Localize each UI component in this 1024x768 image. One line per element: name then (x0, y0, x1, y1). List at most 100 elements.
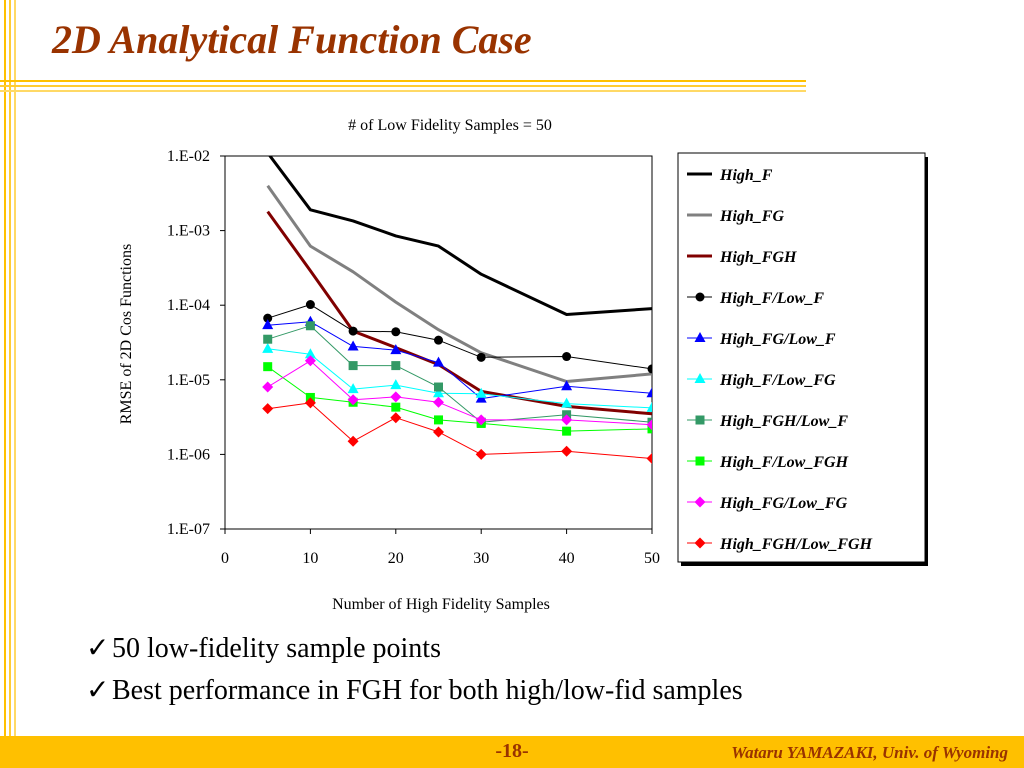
data-point (694, 332, 706, 342)
data-point (476, 352, 486, 362)
data-point (390, 344, 402, 355)
legend-label: High_FG (719, 208, 784, 225)
data-point (348, 361, 358, 371)
checkmark-icon: ✓ (86, 633, 110, 664)
data-point (390, 391, 402, 403)
data-point (305, 300, 315, 310)
legend-label: High_FG/Low_FG (719, 495, 848, 512)
data-point (561, 397, 573, 408)
series-line (267, 360, 652, 426)
data-point (434, 382, 443, 392)
data-point (562, 352, 572, 362)
data-point (391, 402, 401, 412)
data-point (262, 342, 274, 353)
data-point (434, 415, 443, 425)
legend-label: High_FGH (719, 249, 797, 266)
data-point (562, 426, 572, 436)
data-point (347, 340, 359, 351)
axes: 0 10 20 30 40 50 1.E-07 1.E-06 1.E-05 1.E-04 1.E-0… (167, 148, 660, 567)
data-point (305, 321, 315, 331)
legend-label: High_F/Low_FG (719, 372, 836, 389)
y-tick-label: 1.E-03 (167, 223, 210, 240)
legend-item: High_FG/Low_F (687, 331, 836, 348)
series-line (267, 348, 652, 409)
bullet-text: 50 low-fidelity sample points (112, 633, 441, 664)
data-point (646, 453, 652, 465)
rmse-chart: # of Low Fidelity Samples = 50 Number of… (118, 117, 928, 613)
data-point (304, 397, 316, 409)
data-point (304, 355, 316, 367)
data-point (433, 426, 444, 438)
legend-item: High_FG/Low_FG (687, 495, 848, 512)
series-line (267, 325, 652, 423)
series-high-fgh-low-fgh (262, 397, 652, 465)
x-tick-label: 50 (644, 550, 660, 567)
y-tick-label: 1.E-05 (167, 372, 210, 389)
data-point (304, 348, 316, 359)
bullet-item: ✓Best performance in FGH for both high/l… (86, 670, 743, 712)
legend-item: High_F/Low_FG (687, 372, 836, 389)
series-line (268, 156, 652, 316)
data-point (262, 403, 274, 415)
series-line (267, 321, 652, 400)
series-high-fg-low-fg (262, 355, 652, 431)
data-point (434, 335, 443, 345)
data-point (390, 379, 402, 390)
data-point (347, 394, 359, 406)
data-point (475, 414, 487, 426)
data-point (647, 364, 652, 374)
bullet-item: ✓50 low-fidelity sample points (86, 628, 743, 670)
x-tick-label: 10 (302, 550, 318, 567)
series-line (266, 184, 652, 383)
x-tick-label: 30 (473, 550, 489, 567)
data-point (391, 361, 401, 371)
data-point (433, 387, 444, 398)
data-point (433, 356, 444, 367)
legend-box (677, 152, 926, 563)
legend-label: High_F/Low_FGH (719, 454, 849, 471)
data-point (390, 412, 402, 424)
series-high-fg-low-f (262, 315, 652, 403)
x-tick-label: 0 (221, 550, 229, 567)
data-point (391, 327, 401, 337)
x-tick-label: 20 (388, 550, 404, 567)
legend-item: High_FG (687, 208, 784, 225)
legend-label: High_F (719, 167, 773, 184)
data-point (475, 387, 487, 398)
data-point (263, 334, 273, 344)
data-point (646, 387, 652, 398)
bullet-text: Best performance in FGH for both high/lo… (112, 675, 743, 706)
data-point (561, 380, 573, 391)
page-number: -18- (495, 740, 529, 762)
series-high-f-low-f (263, 300, 652, 374)
data-point (433, 396, 444, 408)
legend-label: High_FGH/Low_F (719, 413, 848, 430)
series-line (267, 402, 652, 459)
data-point (646, 401, 652, 412)
legend: High_F High_FG High_FGH High_F/Low_F High_FG… (687, 167, 873, 553)
header-rule (0, 80, 806, 82)
series-line (267, 304, 652, 370)
data-point (347, 383, 359, 394)
y-tick-label: 1.E-07 (167, 521, 210, 538)
legend-label: High_FG/Low_F (719, 331, 836, 348)
checkmark-icon: ✓ (86, 675, 110, 706)
y-tick-label: 1.E-02 (167, 148, 210, 165)
data-point (262, 319, 274, 330)
data-point (262, 381, 274, 393)
y-axis-label: RMSE of 2D Cos Functions (118, 244, 135, 424)
y-tick-label: 1.E-06 (167, 446, 210, 463)
legend-item: High_FGH/Low_F (687, 413, 848, 430)
bullet-list: ✓50 low-fidelity sample points ✓Best per… (86, 628, 743, 712)
decor-stripe (4, 0, 6, 768)
series-high-fg (266, 184, 652, 383)
data-point (694, 373, 706, 383)
data-point (646, 419, 652, 431)
data-point (561, 445, 573, 457)
decor-stripe (14, 0, 16, 768)
data-point (347, 435, 359, 447)
data-point (695, 415, 705, 425)
legend-label: High_FGH/Low_FGH (719, 536, 873, 553)
data-point (695, 292, 705, 302)
legend-item: High_F/Low_F (687, 290, 824, 307)
